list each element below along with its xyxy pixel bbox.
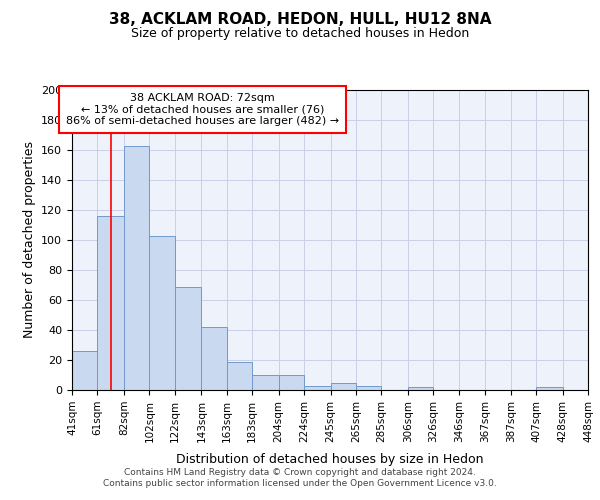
Text: 38 ACKLAM ROAD: 72sqm
← 13% of detached houses are smaller (76)
86% of semi-deta: 38 ACKLAM ROAD: 72sqm ← 13% of detached … — [66, 93, 339, 126]
Text: Size of property relative to detached houses in Hedon: Size of property relative to detached ho… — [131, 28, 469, 40]
Y-axis label: Number of detached properties: Number of detached properties — [23, 142, 35, 338]
Text: Contains HM Land Registry data © Crown copyright and database right 2024.
Contai: Contains HM Land Registry data © Crown c… — [103, 468, 497, 487]
Bar — [149, 236, 175, 390]
Bar — [72, 351, 97, 390]
Bar — [97, 216, 124, 390]
Bar — [304, 386, 331, 390]
Bar — [356, 386, 382, 390]
X-axis label: Distribution of detached houses by size in Hedon: Distribution of detached houses by size … — [176, 453, 484, 466]
Bar — [278, 375, 304, 390]
Bar — [408, 387, 433, 390]
Bar — [202, 327, 227, 390]
Bar — [536, 387, 563, 390]
Bar — [227, 362, 252, 390]
Bar — [331, 382, 356, 390]
Bar — [124, 146, 149, 390]
Bar — [252, 375, 278, 390]
Text: 38, ACKLAM ROAD, HEDON, HULL, HU12 8NA: 38, ACKLAM ROAD, HEDON, HULL, HU12 8NA — [109, 12, 491, 28]
Bar — [175, 286, 202, 390]
